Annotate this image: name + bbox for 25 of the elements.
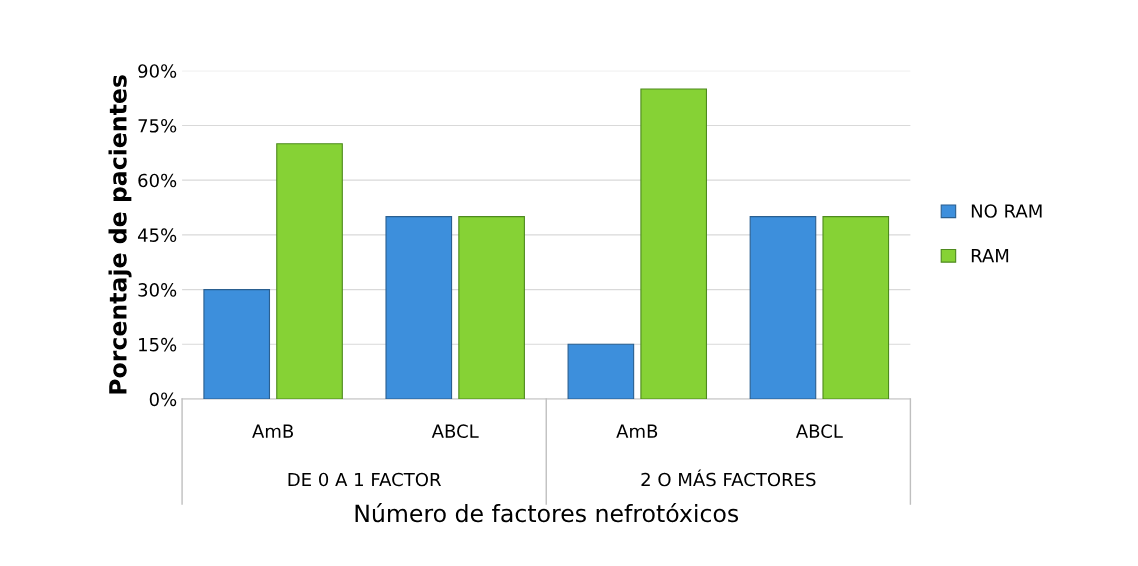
bar bbox=[276, 143, 343, 400]
bar bbox=[567, 343, 635, 400]
y-axis-title: Porcentaje de pacientes bbox=[108, 75, 132, 394]
x-tick-label: ABCL bbox=[795, 424, 843, 439]
bar bbox=[385, 216, 453, 400]
x-tick-label: AmB bbox=[252, 424, 294, 438]
bar bbox=[203, 289, 271, 400]
y-tick-label: 90% bbox=[138, 64, 177, 78]
bar bbox=[749, 216, 817, 400]
x-tick-label: AmB bbox=[616, 424, 658, 438]
y-tick-label: 0% bbox=[149, 392, 177, 407]
bar bbox=[822, 216, 890, 400]
y-tick-label: 15% bbox=[139, 337, 177, 352]
bar bbox=[458, 216, 525, 400]
bar bbox=[640, 88, 708, 400]
text: 2 O MÁS FACTORES bbox=[641, 469, 816, 487]
legend-label: RAM bbox=[971, 248, 1009, 263]
y-tick-label: 60% bbox=[138, 173, 177, 188]
legend-label: NO RAM bbox=[971, 204, 1042, 218]
y-tick-label: 30% bbox=[138, 283, 177, 297]
y-tick-label: 75% bbox=[138, 118, 177, 133]
x-tick-label: ABCL bbox=[431, 424, 479, 439]
y-tick-label: 45% bbox=[137, 228, 177, 243]
text: DE 0 A 1 FACTOR bbox=[288, 472, 442, 487]
x-axis-title: Número de factores nefrotóxicos bbox=[355, 503, 739, 523]
